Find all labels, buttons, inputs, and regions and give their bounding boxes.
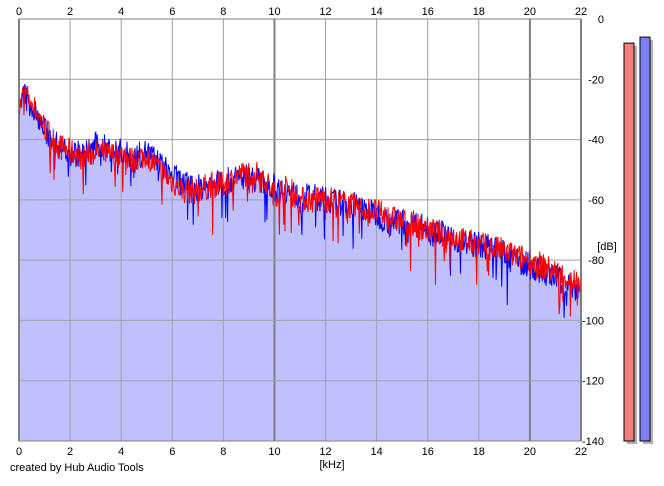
x-tick-label-bottom: 22 [575,446,587,458]
y-tick-label: -140 [582,436,604,448]
x-tick-label-bottom: 20 [524,446,536,458]
y-tick-label: -20 [588,74,604,86]
level-meters [623,36,653,444]
y-tick-label: -120 [582,376,604,388]
y-tick-label: -40 [588,135,604,147]
plot-frame [18,18,582,442]
x-tick-label-bottom: 10 [268,446,280,458]
level-meter-left [623,42,635,442]
x-tick-label-bottom: 12 [319,446,331,458]
x-tick-label-bottom: 14 [371,446,383,458]
y-tick-label: -80 [588,255,604,267]
x-tick-label-top: 8 [220,6,226,18]
series-lines [18,84,582,318]
tick-labels: 002244668810101212141416161818202022220-… [16,6,604,458]
spectrum-area [19,84,581,441]
x-tick-label-top: 12 [319,6,331,18]
x-tick-label-top: 20 [524,6,536,18]
x-tick-label-bottom: 6 [169,446,175,458]
x-tick-label-top: 14 [371,6,383,18]
y-axis-label: [dB] [597,241,617,253]
x-tick-label-top: 10 [268,6,280,18]
x-tick-label-top: 22 [575,6,587,18]
level-meter-right [639,36,651,442]
x-tick-label-top: 0 [16,6,22,18]
x-tick-label-top: 2 [67,6,73,18]
spectrum-fill [19,84,581,441]
y-tick-label: 0 [598,14,604,26]
x-tick-label-bottom: 4 [118,446,124,458]
x-tick-label-bottom: 0 [16,446,22,458]
x-tick-label-bottom: 18 [473,446,485,458]
x-tick-label-top: 16 [422,6,434,18]
series-line-left [18,84,582,317]
axes [18,18,582,442]
x-axis-label: [kHz] [319,459,344,471]
credit-text: created by Hub Audio Tools [10,462,144,474]
y-tick-label: -100 [582,315,604,327]
x-tick-label-top: 18 [473,6,485,18]
x-tick-label-top: 6 [169,6,175,18]
x-tick-label-bottom: 2 [67,446,73,458]
x-tick-label-bottom: 8 [220,446,226,458]
x-tick-label-bottom: 16 [422,446,434,458]
x-tick-label-top: 4 [118,6,124,18]
y-tick-label: -60 [588,195,604,207]
